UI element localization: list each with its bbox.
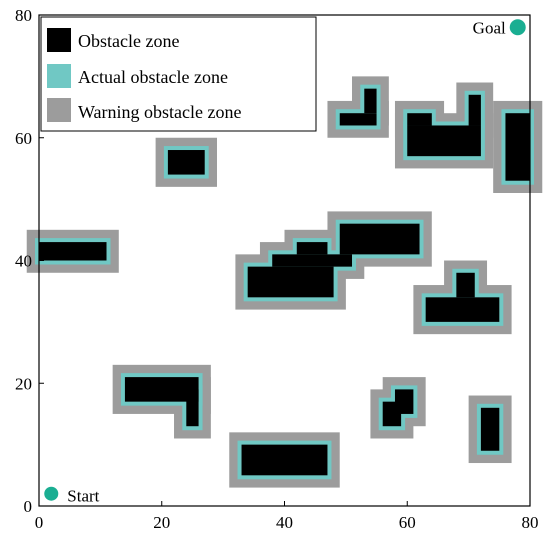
obstacle-left-bar-core [39,242,107,261]
obstacle-right-edge-bar-core [505,113,530,181]
obstacle-t-shape-core-2 [456,272,475,298]
obstacle-top-small-l-core-2 [364,88,377,114]
y-tick-label: 0 [24,497,33,516]
x-tick-label: 60 [399,513,416,532]
obstacle-right-vertical-core [480,407,500,451]
legend-label-warning: Warning obstacle zone [78,102,242,122]
obstacle-center-cluster-core-2 [272,254,353,267]
obstacle-top-small-l-core-1 [339,113,377,126]
legend-swatch-warning [47,98,71,122]
legend-swatch-obstacle [47,28,71,52]
obstacle-t-shape-core-1 [425,297,500,322]
legend-box [40,16,317,132]
obstacles-layer [26,76,543,488]
obstacle-top-right-u-core-2 [407,113,432,126]
start-point-marker [44,486,59,501]
obstacle-bottom-block-core [241,444,328,476]
start-label: Start [67,487,99,506]
y-tick-label: 60 [15,129,32,148]
obstacle-diagonal-steps-core-2 [394,389,414,414]
x-tick-label: 0 [35,513,44,532]
obstacle-top-right-u-core-3 [468,94,481,126]
legend: Obstacle zone Actual obstacle zone Warni… [40,16,317,132]
obstacle-upper-left-block-core [167,150,205,175]
obstacle-center-cluster-core-1 [247,266,334,298]
legend-label-obstacle: Obstacle zone [78,31,179,51]
points-layer: Start Goal [44,18,526,506]
y-tick-label: 80 [15,6,32,25]
axis-ticks: 0 20 40 60 80 0 20 40 60 80 [15,6,539,532]
goal-point-marker [509,19,526,36]
x-tick-label: 80 [522,513,539,532]
legend-label-actual: Actual obstacle zone [78,67,228,87]
legend-swatch-actual [47,64,71,88]
goal-label: Goal [473,18,506,37]
x-tick-label: 40 [276,513,293,532]
obstacle-center-cluster-core-3 [296,242,328,255]
y-tick-label: 40 [15,252,32,271]
obstacle-l-shape-left-core-2 [186,389,199,427]
obstacle-center-right-bar-core [339,223,420,255]
x-tick-label: 20 [153,513,170,532]
obstacle-top-right-u-core-1 [407,125,481,157]
y-tick-label: 20 [15,374,32,393]
